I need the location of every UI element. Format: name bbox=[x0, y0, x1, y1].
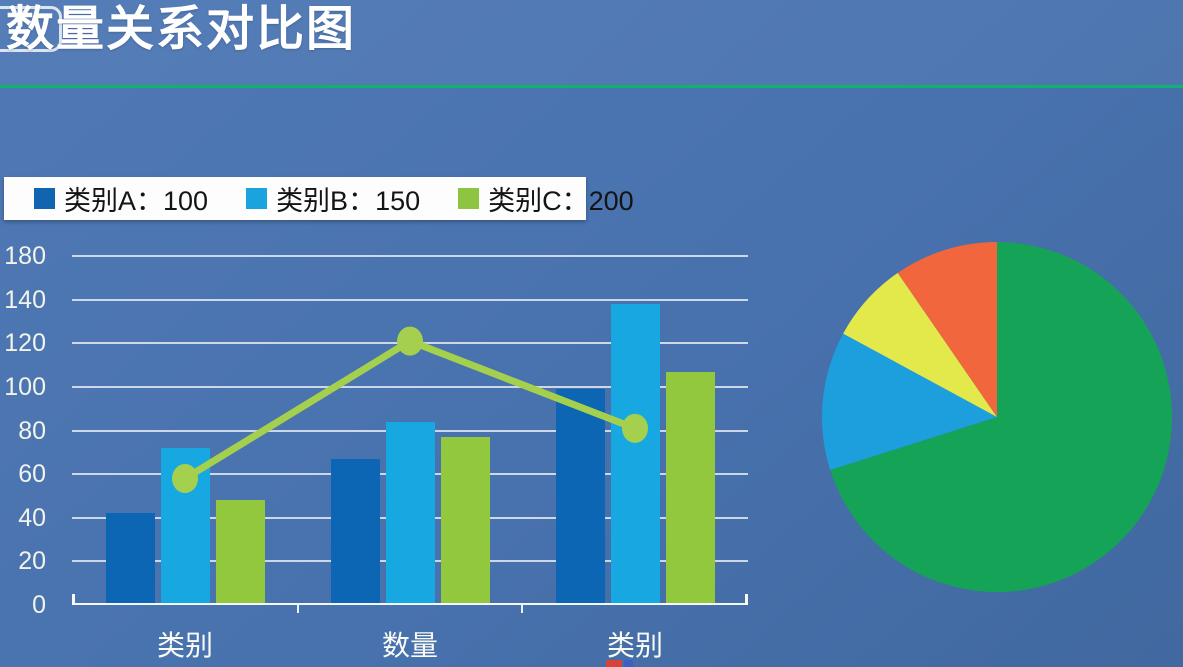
x-axis-line bbox=[72, 603, 748, 605]
divider-line bbox=[0, 85, 1183, 88]
legend-item-b: 类别B：150 bbox=[246, 179, 420, 218]
pie-blue-slice bbox=[822, 333, 997, 471]
watermark-blue-icon bbox=[624, 660, 633, 667]
watermark-badge bbox=[0, 6, 62, 52]
y-tick-label: 180 bbox=[4, 242, 46, 270]
legend-label-b: 类别B：150 bbox=[276, 186, 421, 216]
gridline bbox=[72, 298, 748, 301]
x-axis-label: 数量 bbox=[381, 630, 439, 661]
y-tick-label: 20 bbox=[18, 547, 46, 576]
axis-stub-right bbox=[745, 594, 748, 605]
legend-swatch-c bbox=[458, 188, 480, 209]
bar-line-chart: 类别 数量 类别 bbox=[72, 255, 748, 661]
chart-legend: 类别A：100 类别B：150 类别C：200 bbox=[4, 177, 634, 220]
x-tick-mark bbox=[521, 604, 523, 613]
legend-label-c: 类别C：200 bbox=[488, 186, 634, 216]
y-tick-label: 40 bbox=[18, 503, 46, 532]
legend-swatch-a bbox=[34, 188, 55, 209]
trend-point-marker bbox=[172, 463, 198, 493]
pie-green-slice bbox=[830, 242, 1173, 592]
trend-point-marker bbox=[622, 413, 648, 443]
watermark-red-icon bbox=[606, 660, 622, 667]
bar-类别A-数量 bbox=[330, 458, 380, 605]
y-tick-label: 100 bbox=[4, 372, 46, 401]
pie-orange-slice bbox=[897, 242, 997, 417]
bar-类别C-类别 bbox=[665, 371, 715, 605]
trend-line-layer bbox=[172, 326, 648, 493]
pie-chart bbox=[822, 242, 1173, 592]
legend-item-c: 类别C：200 bbox=[458, 179, 634, 218]
y-tick-label: 60 bbox=[18, 460, 46, 489]
axis-stub-left bbox=[72, 594, 75, 605]
y-tick-label: 0 bbox=[32, 591, 46, 619]
bar-类别A-类别 bbox=[105, 513, 155, 605]
bar-类别B-类别 bbox=[610, 304, 660, 605]
x-tick-mark bbox=[297, 604, 299, 613]
trend-point-marker bbox=[397, 326, 423, 356]
gridline bbox=[72, 255, 748, 257]
legend-label-a: 类别A：100 bbox=[64, 186, 209, 216]
y-tick-label: 120 bbox=[4, 329, 46, 358]
page-title: 数量关系对比图 bbox=[6, 3, 357, 56]
y-tick-label: 140 bbox=[4, 285, 46, 314]
legend-item-a: 类别A：100 bbox=[34, 179, 208, 218]
bar-类别B-数量 bbox=[385, 421, 435, 605]
trend-line bbox=[181, 337, 639, 482]
bar-类别C-数量 bbox=[440, 437, 490, 605]
title-band bbox=[0, 0, 1183, 85]
bottom-watermark bbox=[606, 660, 636, 667]
x-axis-label: 类别 bbox=[156, 630, 214, 661]
gridline bbox=[72, 385, 748, 388]
bar-类别A-类别 bbox=[555, 389, 605, 605]
y-axis: 180 140 120 100 80 60 40 20 0 bbox=[0, 242, 46, 619]
bar-类别C-类别 bbox=[215, 500, 265, 605]
legend-swatch-b bbox=[246, 188, 268, 209]
x-axis-label: 类别 bbox=[606, 630, 664, 661]
y-tick-label: 80 bbox=[18, 416, 46, 445]
pie-yellow-slice bbox=[843, 272, 997, 417]
